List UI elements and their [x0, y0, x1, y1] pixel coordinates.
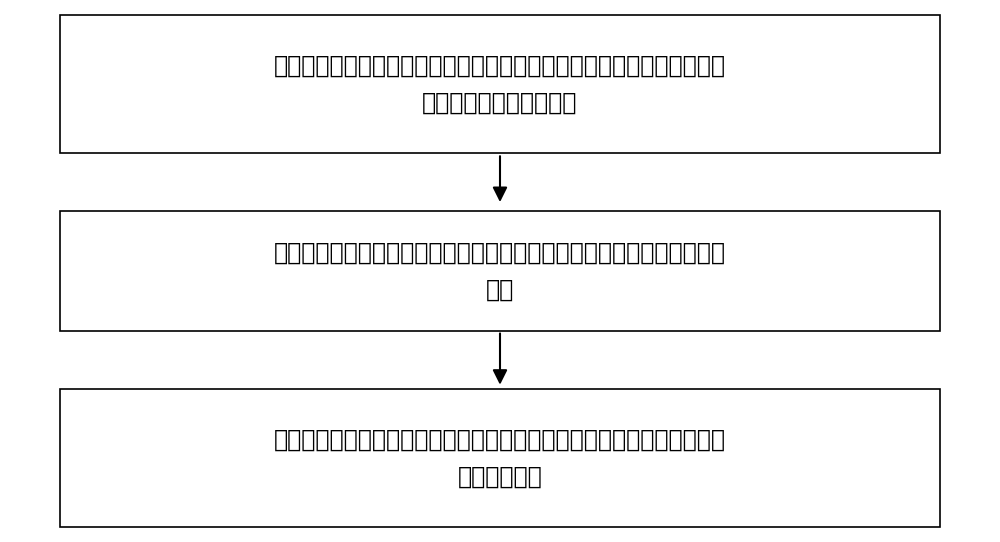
- Text: 频环流的注入: 频环流的注入: [458, 464, 542, 488]
- Bar: [60, 15, 940, 153]
- Text: 以发生交流单相故障时的桥臂瞬时功率的基频和二倍频波动分量作为抑制: 以发生交流单相故障时的桥臂瞬时功率的基频和二倍频波动分量作为抑制: [274, 54, 726, 78]
- Text: 根据二倍频环流注入的幅值和相位生成参考信号，结合调制算法实现二倍: 根据二倍频环流注入的幅值和相位生成参考信号，结合调制算法实现二倍: [274, 428, 726, 451]
- Bar: [60, 389, 940, 527]
- Bar: [60, 211, 940, 331]
- Text: 以目标函数最小化作为目标进行全局优化，获得二倍频环流注入的幅值和: 以目标函数最小化作为目标进行全局优化，获得二倍频环流注入的幅值和: [274, 241, 726, 264]
- Text: 相位: 相位: [486, 278, 514, 301]
- Text: 目标，建立优化目标函数: 目标，建立优化目标函数: [422, 91, 578, 114]
